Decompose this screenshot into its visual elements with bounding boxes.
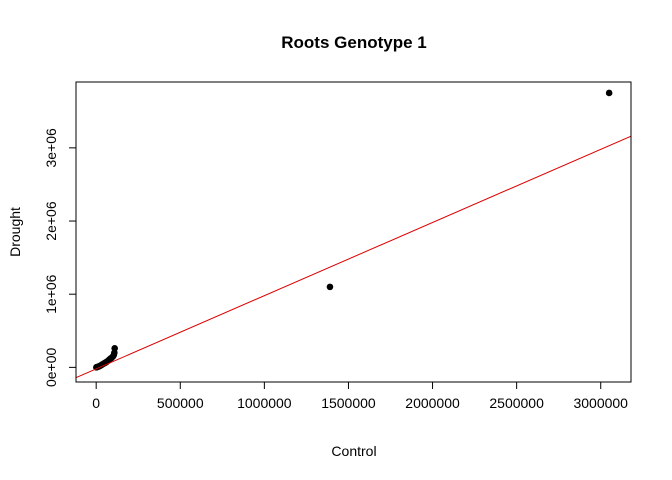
chart-title: Roots Genotype 1 [281,33,426,52]
y-axis: 0e+00 1e+06 2e+06 3e+06 [43,128,77,387]
x-tick-label-3: 1500000 [321,395,376,411]
y-axis-label: Drought [7,207,23,257]
y-tick-label-3: 3e+06 [43,128,59,168]
data-point-1 [326,283,334,291]
x-axis-label: Control [331,443,376,459]
y-tick-label-0: 0e+00 [43,347,59,387]
x-tick-label-1: 500000 [157,395,204,411]
y-tick-label-1: 1e+06 [43,274,59,314]
x-axis: 0 500000 1000000 1500000 2000000 2500000 30000… [92,381,628,411]
data-point-0 [605,89,613,97]
plot-frame [75,81,632,383]
y-tick-label-2: 2e+06 [43,201,59,241]
x-tick-label-0: 0 [92,395,100,411]
x-tick-label-4: 2000000 [405,395,460,411]
x-tick-label-5: 2500000 [489,395,544,411]
x-tick-label-2: 1000000 [237,395,292,411]
x-tick-label-6: 3000000 [573,395,628,411]
plot-marks [76,89,631,379]
fit-line [76,135,631,379]
